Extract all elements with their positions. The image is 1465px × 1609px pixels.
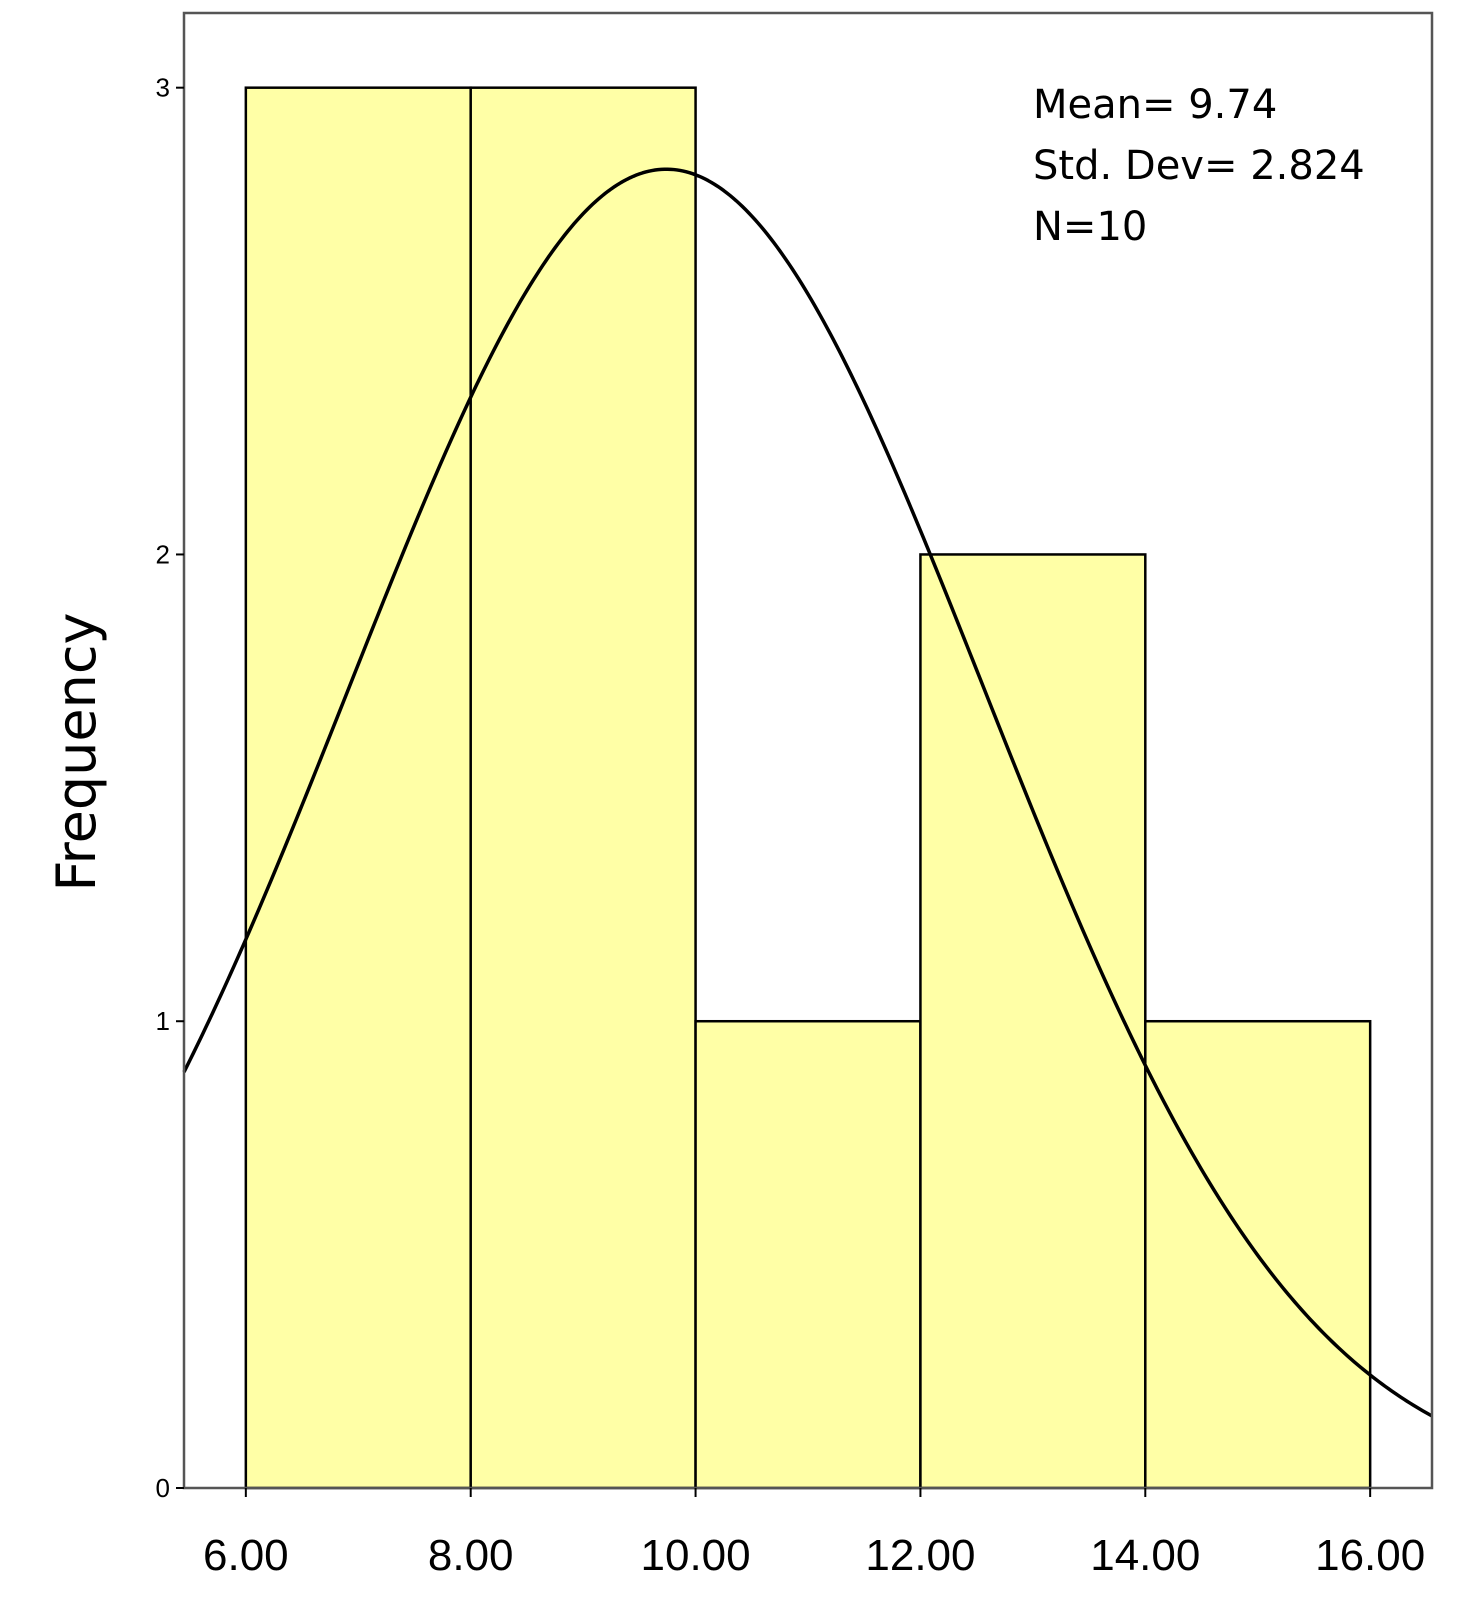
plot-frame [182, 11, 1434, 1490]
y-axis: 0 1 2 3 [156, 73, 184, 1503]
y-tick-label-3: 3 [156, 73, 170, 103]
stats-n: N=10 [1033, 204, 1147, 250]
x-tick-label-6: 6.00 [203, 1531, 289, 1580]
bars-layer [244, 86, 1372, 1490]
histogram-bar-1 [244, 86, 472, 1490]
histogram-bar-4 [919, 553, 1147, 1490]
stats-box: Mean= 9.74 Std. Dev= 2.824 N=10 [1033, 82, 1365, 250]
x-tick-label-14: 14.00 [1090, 1531, 1200, 1580]
normal-curve [182, 167, 1433, 1418]
y-axis-title: Frequency [45, 613, 108, 892]
stats-mean: Mean= 9.74 [1033, 82, 1277, 128]
x-tick-label-16: 16.00 [1315, 1531, 1425, 1580]
x-axis: 6.00 8.00 10.00 12.00 14.00 16.00 [203, 1488, 1425, 1580]
x-tick-label-8: 8.00 [428, 1531, 514, 1580]
histogram-bar-2 [469, 86, 697, 1490]
stats-std-dev: Std. Dev= 2.824 [1033, 143, 1365, 189]
y-tick-label-0: 0 [156, 1473, 170, 1503]
histogram-bar-3 [694, 1019, 922, 1490]
x-tick-label-12: 12.00 [865, 1531, 975, 1580]
x-tick-label-10: 10.00 [641, 1531, 751, 1580]
y-tick-label-2: 2 [156, 539, 170, 569]
y-tick-label-1: 1 [156, 1006, 170, 1036]
